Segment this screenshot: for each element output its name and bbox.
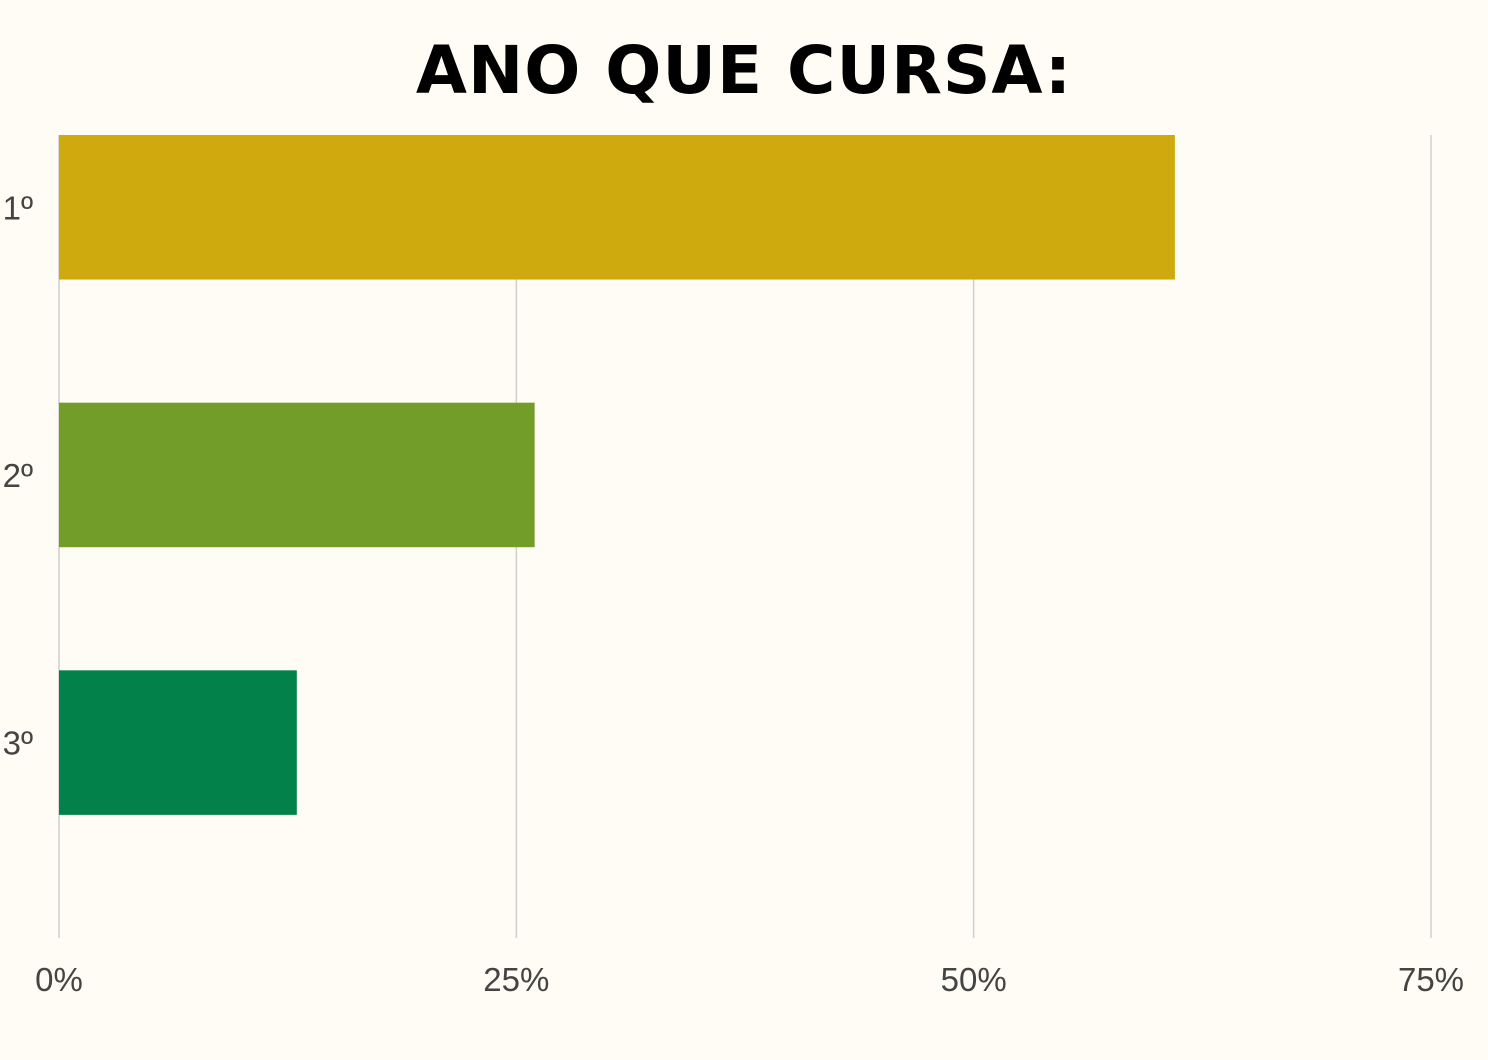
x-tick-labels: 0% 25% 50% 75% <box>35 961 1464 998</box>
bar <box>59 670 297 815</box>
bar <box>59 135 1175 280</box>
category-label: 2º <box>3 457 33 494</box>
x-tick-label: 0% <box>35 961 83 998</box>
category-label: 3º <box>3 725 33 762</box>
x-tick-label: 50% <box>941 961 1007 998</box>
x-tick-label: 75% <box>1398 961 1464 998</box>
chart-title: ANO QUE CURSA: <box>416 32 1072 109</box>
x-tick-label: 25% <box>483 961 549 998</box>
bars <box>59 135 1175 815</box>
category-labels: 1º 2º 3º <box>3 189 33 761</box>
bar <box>59 402 535 548</box>
category-label: 1º <box>3 189 33 226</box>
